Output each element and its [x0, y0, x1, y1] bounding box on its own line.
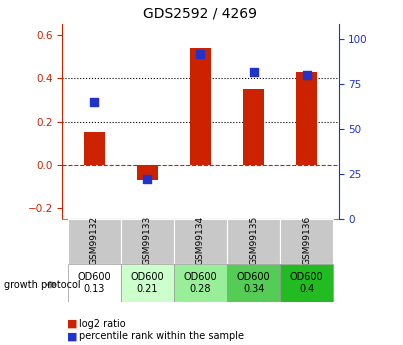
Bar	[68, 264, 121, 302]
Text: growth protocol: growth protocol	[4, 280, 81, 289]
Bar	[174, 219, 227, 264]
Bar	[296, 72, 317, 165]
Text: percentile rank within the sample: percentile rank within the sample	[79, 332, 244, 341]
Bar	[280, 219, 333, 264]
Bar	[243, 89, 264, 165]
Bar	[137, 165, 158, 180]
Point	[197, 51, 204, 56]
Text: OD600
0.34: OD600 0.34	[237, 272, 270, 294]
Point	[91, 99, 98, 105]
Text: GSM99134: GSM99134	[196, 216, 205, 265]
Bar	[68, 219, 121, 264]
Bar	[121, 264, 174, 302]
Text: OD600
0.21: OD600 0.21	[131, 272, 164, 294]
Text: GSM99135: GSM99135	[249, 216, 258, 265]
Text: GSM99133: GSM99133	[143, 216, 152, 265]
Bar	[190, 48, 211, 165]
Bar	[84, 132, 105, 165]
Text: ■: ■	[66, 319, 77, 328]
Text: GSM99136: GSM99136	[302, 216, 311, 265]
Bar	[227, 219, 280, 264]
Title: GDS2592 / 4269: GDS2592 / 4269	[143, 6, 258, 20]
Text: GSM99132: GSM99132	[90, 216, 99, 265]
Bar	[174, 264, 227, 302]
Point	[144, 177, 151, 182]
Bar	[121, 219, 174, 264]
Bar	[227, 264, 280, 302]
Point	[250, 69, 257, 74]
Bar	[280, 264, 333, 302]
Text: OD600
0.4: OD600 0.4	[290, 272, 324, 294]
Text: log2 ratio: log2 ratio	[79, 319, 126, 328]
Point	[303, 72, 310, 78]
Text: OD600
0.28: OD600 0.28	[184, 272, 217, 294]
Text: OD600
0.13: OD600 0.13	[77, 272, 111, 294]
Text: ■: ■	[66, 332, 77, 341]
